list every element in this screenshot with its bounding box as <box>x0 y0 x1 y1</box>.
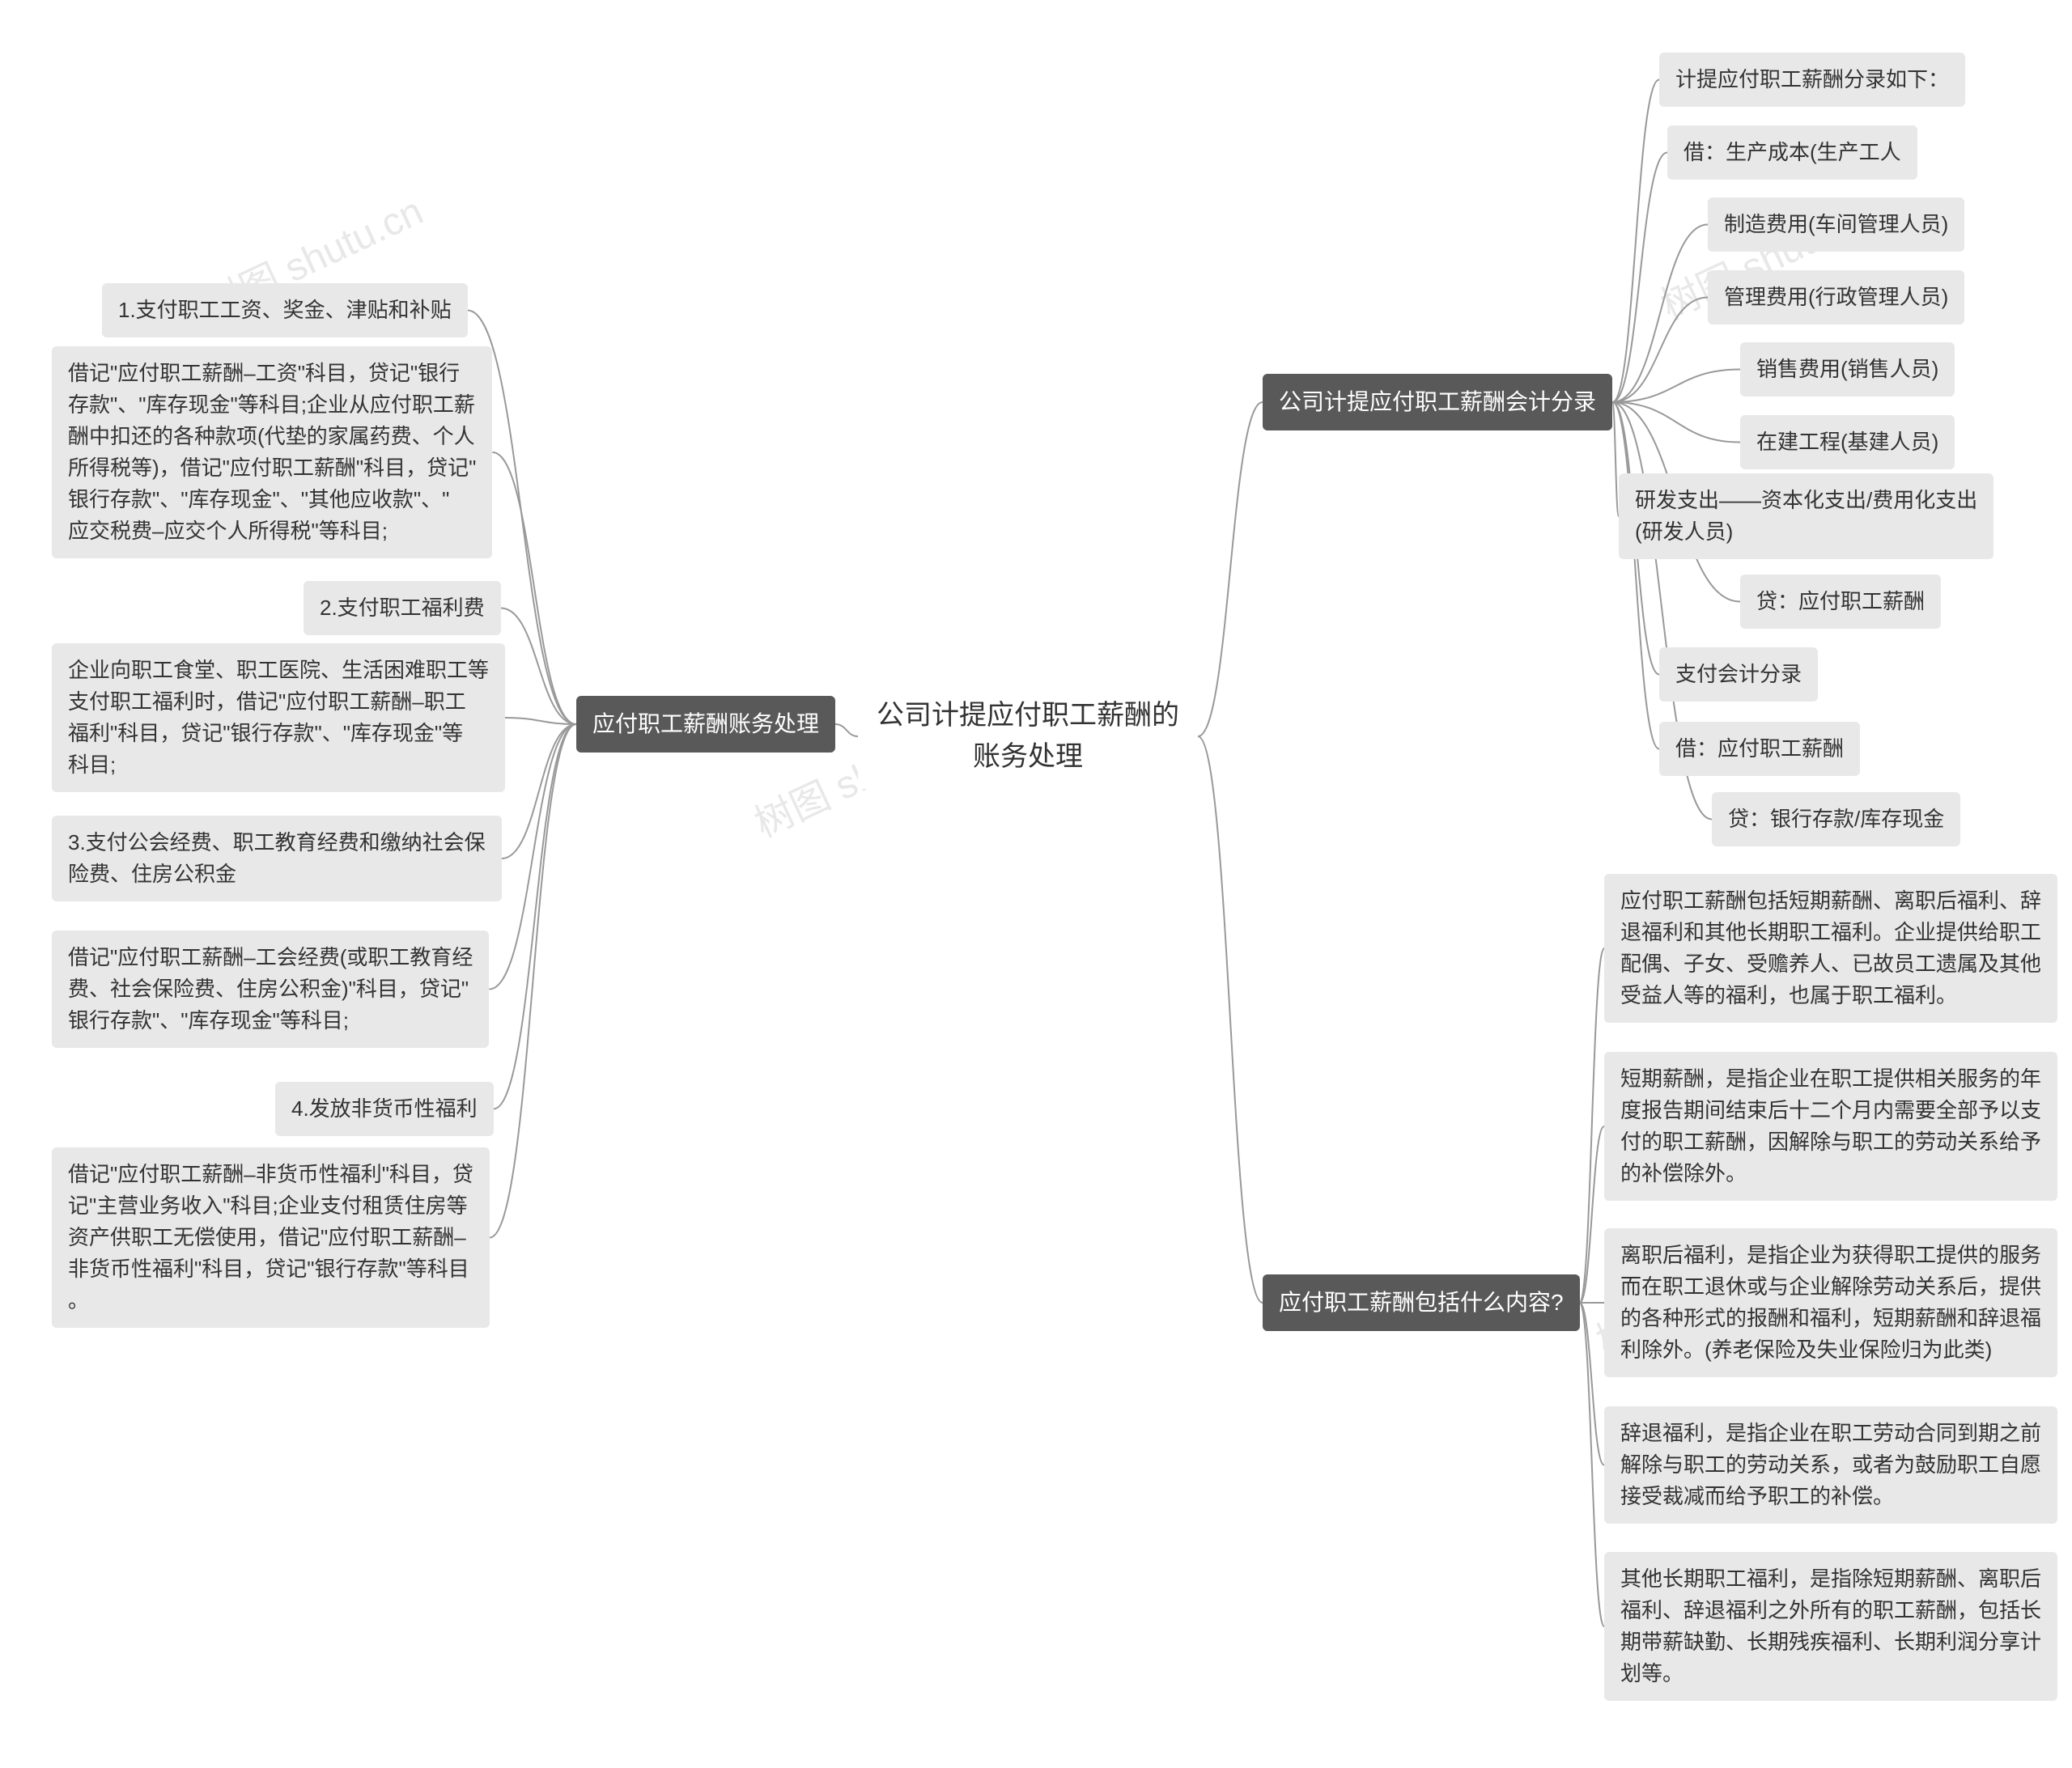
leaf-node: 借：生产成本(生产工人 <box>1667 125 1917 180</box>
leaf-node: 在建工程(基建人员) <box>1740 415 1955 469</box>
leaf-node: 销售费用(销售人员) <box>1740 342 1955 396</box>
branch-node: 公司计提应付职工薪酬会计分录 <box>1263 374 1612 430</box>
leaf-node: 借记"应付职工薪酬–工会经费(或职工教育经费、社会保险费、住房公积金)"科目，贷… <box>52 931 489 1048</box>
leaf-node: 借记"应付职工薪酬–非货币性福利"科目，贷记"主营业务收入"科目;企业支付租赁住… <box>52 1147 490 1328</box>
leaf-node: 2.支付职工福利费 <box>304 581 501 635</box>
leaf-node: 离职后福利，是指企业为获得职工提供的服务而在职工退休或与企业解除劳动关系后，提供… <box>1604 1228 2057 1377</box>
leaf-node: 短期薪酬，是指企业在职工提供相关服务的年度报告期间结束后十二个月内需要全部予以支… <box>1604 1052 2057 1201</box>
root-node: 公司计提应付职工薪酬的账务处理 <box>858 684 1198 789</box>
leaf-node: 4.发放非货币性福利 <box>275 1082 494 1136</box>
leaf-node: 研发支出——资本化支出/费用化支出(研发人员) <box>1619 473 1993 559</box>
leaf-node: 贷：应付职工薪酬 <box>1740 574 1941 629</box>
leaf-node: 企业向职工食堂、职工医院、生活困难职工等支付职工福利时，借记"应付职工薪酬–职工… <box>52 643 505 792</box>
leaf-node: 3.支付公会经费、职工教育经费和缴纳社会保险费、住房公积金 <box>52 816 502 901</box>
leaf-node: 支付会计分录 <box>1659 647 1818 702</box>
leaf-node: 计提应付职工薪酬分录如下： <box>1659 53 1965 107</box>
leaf-node: 1.支付职工工资、奖金、津贴和补贴 <box>102 283 468 337</box>
leaf-node: 辞退福利，是指企业在职工劳动合同到期之前解除与职工的劳动关系，或者为鼓励职工自愿… <box>1604 1406 2057 1524</box>
leaf-node: 其他长期职工福利，是指除短期薪酬、离职后福利、辞退福利之外所有的职工薪酬，包括长… <box>1604 1552 2057 1701</box>
leaf-node: 贷：银行存款/库存现金 <box>1712 792 1960 846</box>
branch-node: 应付职工薪酬包括什么内容? <box>1263 1274 1580 1331</box>
mindmap-container: 公司计提应付职工薪酬的账务处理 公司计提应付职工薪酬会计分录应付职工薪酬包括什么内… <box>0 0 2072 1768</box>
leaf-node: 借记"应付职工薪酬–工资"科目，贷记"银行存款"、"库存现金"等科目;企业从应付… <box>52 346 492 558</box>
leaf-node: 应付职工薪酬包括短期薪酬、离职后福利、辞退福利和其他长期职工福利。企业提供给职工… <box>1604 874 2057 1023</box>
leaf-node: 制造费用(车间管理人员) <box>1708 197 1964 252</box>
leaf-node: 管理费用(行政管理人员) <box>1708 270 1964 324</box>
leaf-node: 借：应付职工薪酬 <box>1659 722 1860 776</box>
branch-node: 应付职工薪酬账务处理 <box>576 696 835 753</box>
